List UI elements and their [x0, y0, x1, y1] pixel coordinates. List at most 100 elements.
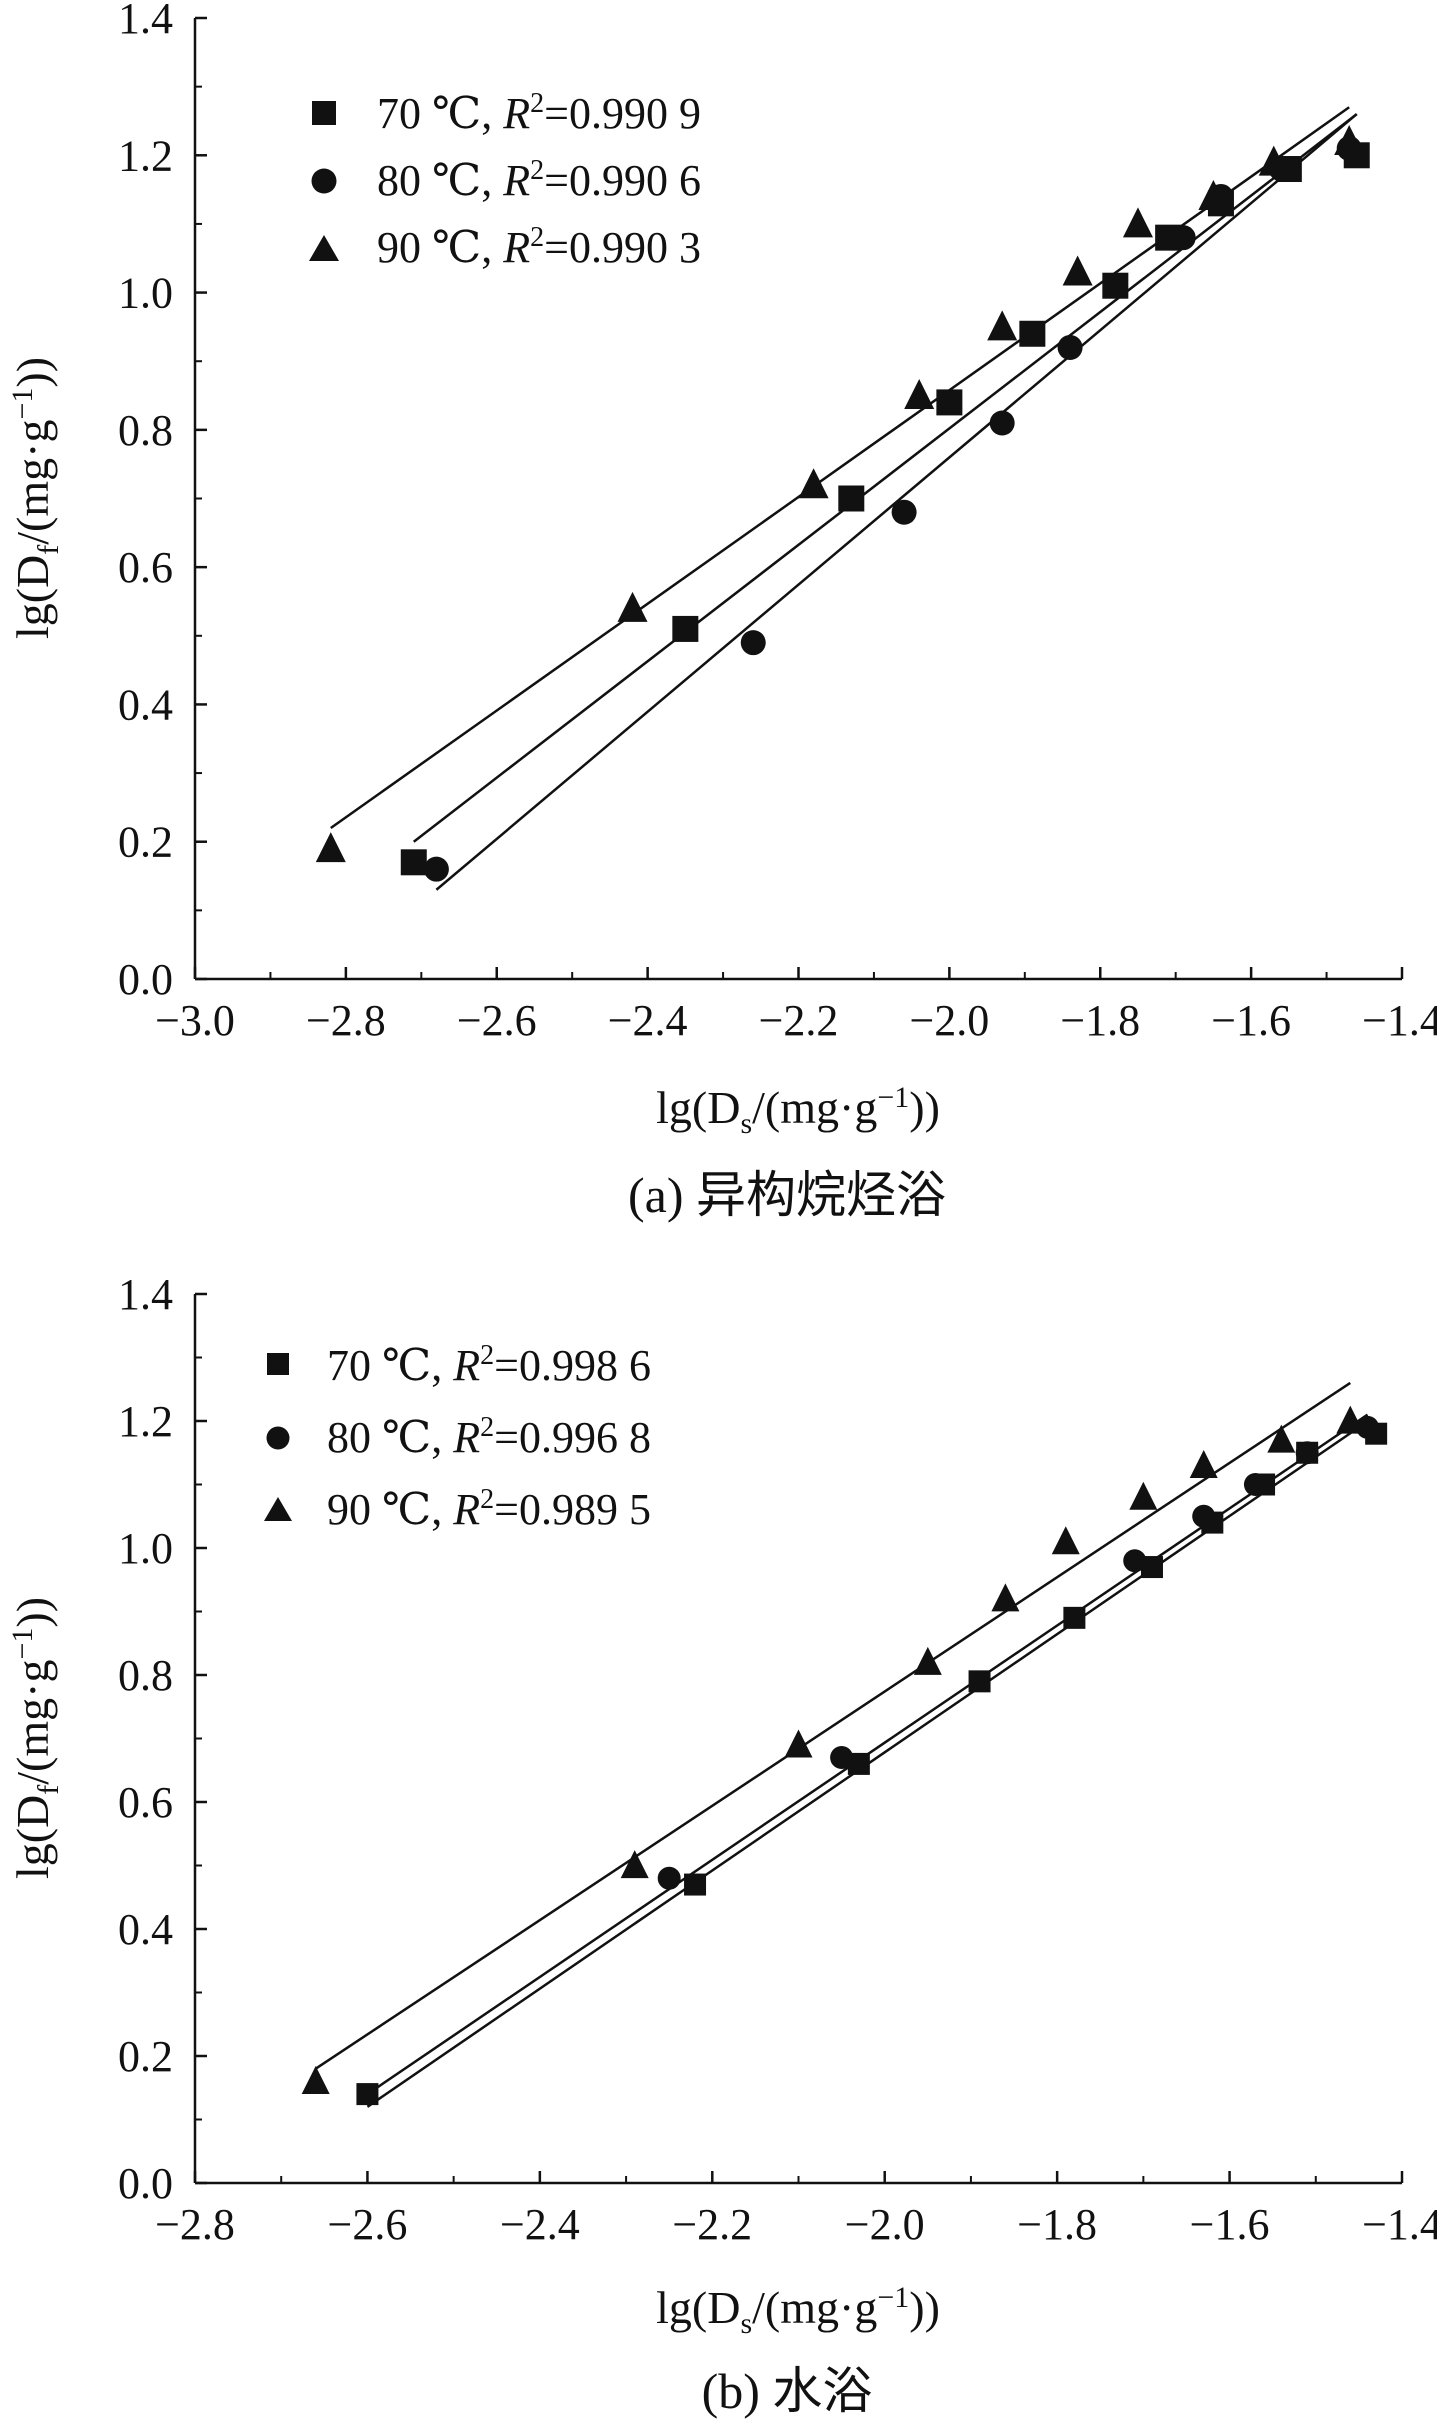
x-tick-label: −2.4 — [500, 2200, 580, 2249]
data-point-square — [847, 1752, 870, 1775]
data-point-circle — [1057, 334, 1083, 360]
data-point-square — [936, 389, 963, 416]
panel-b: −2.8 −2.6 −2.4 −2.2 −2.0 −1.8 −1.6 −1.4 0.0 0.2 0.… — [6, 1270, 1437, 2419]
x-tick-label: −2.8 — [155, 2200, 235, 2249]
y-tick-label: 1.2 — [118, 131, 173, 180]
data-point-triangle — [301, 2066, 330, 2094]
panel-a-y-axis-label: lg(Df/(mg·g−1)) — [6, 357, 65, 639]
panel-a-points — [315, 125, 1370, 882]
y-tick-label: 0.4 — [118, 680, 173, 729]
data-point-square — [400, 849, 427, 876]
panel-a-legend: 70 ℃, R2=0.990 9 80 ℃, R2=0.990 6 90 ℃, … — [309, 88, 701, 272]
data-point-triangle — [1336, 1405, 1365, 1434]
data-point-triangle — [1267, 1424, 1296, 1453]
y-tick-label: 1.4 — [118, 1270, 173, 1319]
data-point-triangle — [904, 379, 935, 410]
fit-line-triangle — [315, 1381, 1351, 2070]
y-tick-label: 0.6 — [118, 543, 173, 592]
data-point-square — [968, 1670, 991, 1693]
y-tick-label: 1.0 — [118, 269, 173, 318]
data-point-triangle — [1198, 179, 1229, 210]
data-point-triangle — [1258, 145, 1289, 176]
y-tick-label: 0.0 — [118, 2159, 173, 2208]
panel-b-caption: (b) 水浴 — [702, 2363, 873, 2419]
data-point-circle — [740, 630, 766, 656]
y-tick-label: 1.0 — [118, 1524, 173, 1573]
legend-marker-circle — [311, 168, 337, 194]
x-tick-label: −2.0 — [845, 2200, 925, 2249]
x-tick-label: −2.2 — [759, 996, 839, 1045]
legend-entry-80: 80 ℃, R2=0.996 8 — [327, 1412, 651, 1462]
x-tick-label: −2.6 — [457, 996, 537, 1045]
legend-entry-90: 90 ℃, R2=0.989 5 — [327, 1484, 651, 1534]
data-point-square — [684, 1873, 707, 1896]
panel-b-ticks: −2.8 −2.6 −2.4 −2.2 −2.0 −1.8 −1.6 −1.4 0.0 0.2 0.… — [118, 1270, 1437, 2249]
data-point-circle — [1123, 1549, 1147, 1573]
data-point-circle — [989, 410, 1015, 436]
data-point-square — [1102, 272, 1129, 299]
fit-line-circle — [435, 113, 1358, 891]
legend-marker-square — [267, 1353, 289, 1375]
y-tick-label: 1.4 — [118, 0, 173, 43]
data-point-square — [838, 485, 865, 512]
data-point-square — [1140, 1556, 1163, 1579]
legend-marker-circle — [266, 1426, 290, 1450]
data-point-circle — [891, 499, 917, 525]
x-tick-label: −1.6 — [1190, 2200, 1270, 2249]
data-point-triangle — [620, 1850, 649, 1879]
data-point-circle — [830, 1746, 854, 1770]
x-tick-label: −1.6 — [1211, 996, 1291, 1045]
data-point-square — [672, 615, 699, 642]
data-point-circle — [657, 1866, 681, 1890]
fit-line-triangle — [330, 106, 1350, 830]
data-point-triangle — [617, 591, 648, 622]
panel-a-caption: (a) 异构烷烃浴 — [628, 1167, 946, 1223]
y-tick-label: 0.0 — [118, 955, 173, 1004]
data-point-circle — [1295, 1441, 1319, 1465]
legend-entry-90: 90 ℃, R2=0.990 3 — [377, 222, 701, 272]
y-tick-label: 0.4 — [118, 1905, 173, 1954]
data-point-circle — [1170, 225, 1196, 251]
data-point-triangle — [1051, 1526, 1080, 1555]
panel-a-ticks: −3.0 −2.8 −2.6 −2.4 −2.2 −2.0 −1.8 −1.6 −1.4 0.0 0… — [118, 0, 1437, 1045]
y-tick-label: 0.8 — [118, 1651, 173, 1700]
x-tick-label: −1.8 — [1017, 2200, 1097, 2249]
x-tick-label: −1.8 — [1060, 996, 1140, 1045]
x-tick-label: −1.4 — [1362, 2200, 1437, 2249]
x-tick-label: −3.0 — [155, 996, 235, 1045]
x-tick-label: −2.8 — [306, 996, 386, 1045]
data-point-triangle — [991, 1583, 1020, 1612]
panel-b-legend: 70 ℃, R2=0.998 6 80 ℃, R2=0.996 8 90 ℃, … — [264, 1340, 651, 1534]
data-point-circle — [1192, 1504, 1216, 1528]
panel-b-points — [301, 1405, 1388, 2106]
data-point-triangle — [315, 832, 346, 863]
x-tick-label: −1.4 — [1362, 996, 1437, 1045]
panel-b-y-axis-label: lg(Df/(mg·g−1)) — [6, 1597, 65, 1879]
panel-a-x-axis-label: lg(Ds/(mg·g−1)) — [656, 1081, 940, 1140]
legend-entry-70: 70 ℃, R2=0.990 9 — [377, 88, 701, 138]
legend-marker-square — [312, 101, 336, 125]
data-point-triangle — [1122, 207, 1153, 238]
data-point-circle — [1243, 1473, 1267, 1496]
panel-b-x-axis-label: lg(Ds/(mg·g−1)) — [656, 2281, 940, 2340]
y-tick-label: 0.8 — [118, 406, 173, 455]
data-point-triangle — [987, 310, 1018, 341]
data-point-square — [356, 2083, 379, 2106]
x-tick-label: −2.0 — [909, 996, 989, 1045]
data-point-triangle — [798, 468, 829, 499]
data-point-triangle — [784, 1729, 813, 1758]
y-tick-label: 1.2 — [118, 1397, 173, 1446]
x-tick-label: −2.2 — [672, 2200, 752, 2249]
data-point-circle — [423, 856, 449, 882]
y-tick-label: 0.2 — [118, 818, 173, 867]
fit-line-square — [413, 113, 1358, 843]
y-tick-label: 0.2 — [118, 2032, 173, 2081]
data-point-triangle — [913, 1646, 942, 1675]
data-point-triangle — [1129, 1481, 1158, 1510]
x-tick-label: −2.6 — [328, 2200, 408, 2249]
data-point-triangle — [1189, 1450, 1218, 1479]
data-point-triangle — [1062, 255, 1093, 286]
data-point-square — [1063, 1606, 1086, 1629]
legend-entry-70: 70 ℃, R2=0.998 6 — [327, 1340, 651, 1390]
